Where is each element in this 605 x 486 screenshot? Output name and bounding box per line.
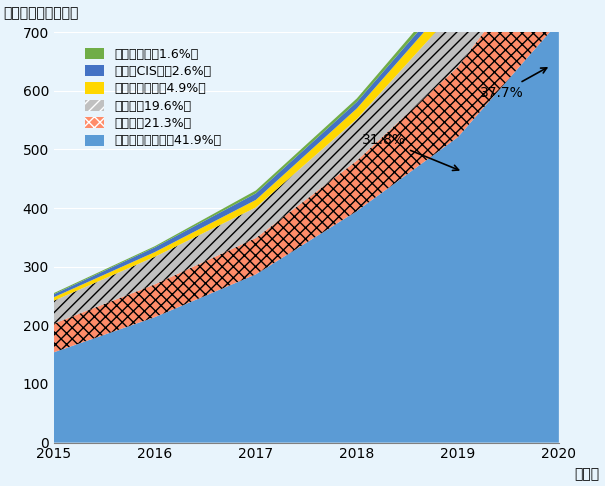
Text: 37.7%: 37.7% [480,68,547,100]
Legend: アフリカ　（1.6%）, ロシアCIS　（2.6%）, アラブ諸国　（4.9%）, 米州　（19.6%）, 欧州　（21.3%）, アジア大洋州　（41.9%）: アフリカ （1.6%）, ロシアCIS （2.6%）, アラブ諸国 （4.9%）… [80,43,226,153]
Text: 31.8%: 31.8% [362,133,459,171]
Text: （テラビット／秒）: （テラビット／秒） [4,6,79,20]
Text: （年）: （年） [574,467,599,481]
